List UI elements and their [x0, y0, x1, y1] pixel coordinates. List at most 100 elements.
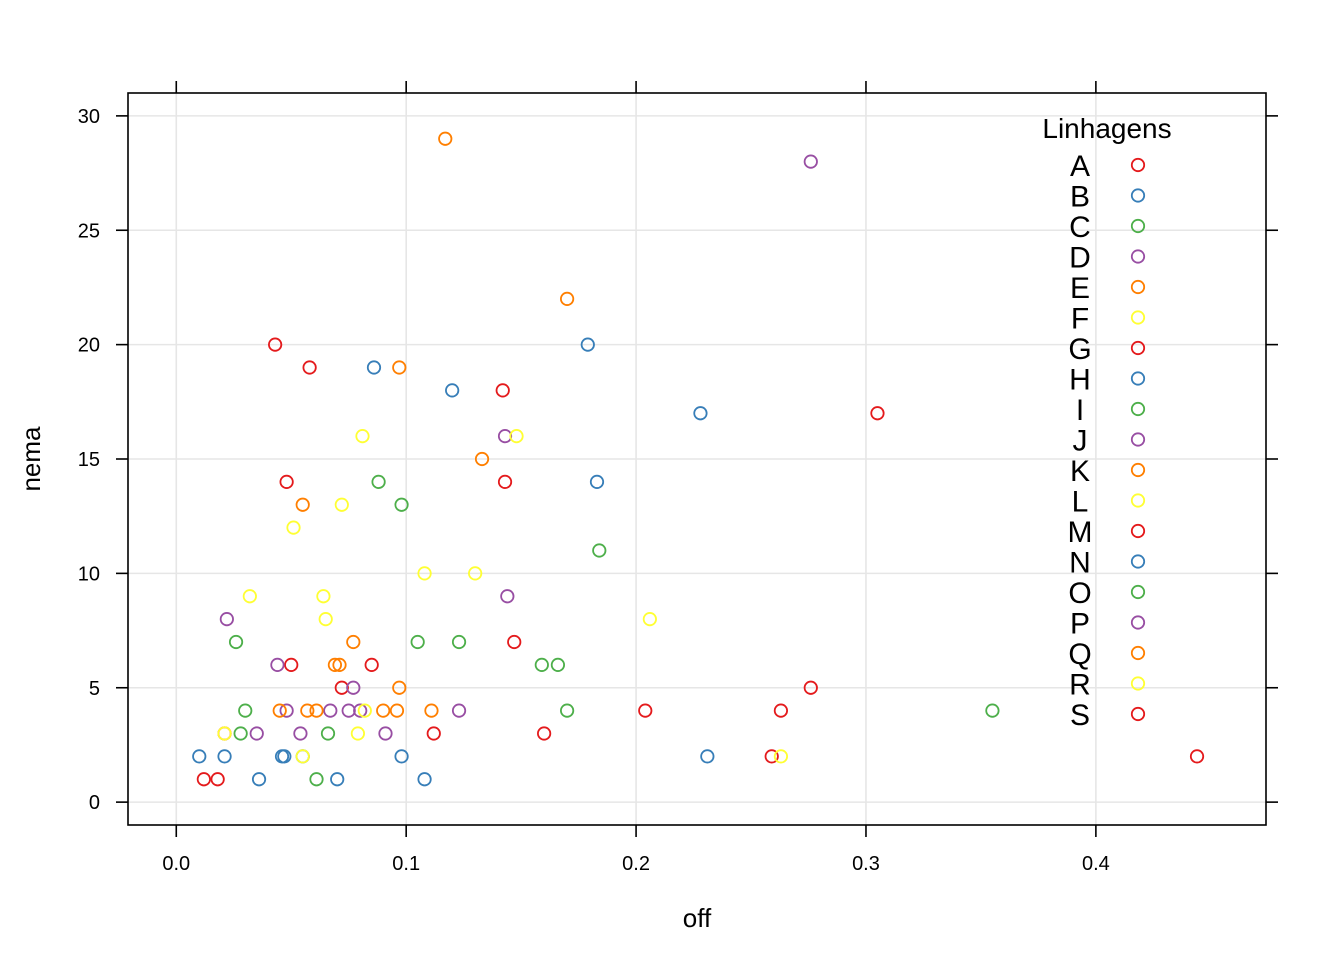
- data-point: [302, 360, 317, 375]
- data-point: [417, 772, 432, 787]
- data-point: [316, 589, 331, 604]
- legend-marker: [1130, 493, 1146, 508]
- data-point: [474, 451, 490, 467]
- data-point: [332, 657, 347, 672]
- legend-entry-label: G: [1068, 333, 1091, 366]
- data-point: [217, 726, 232, 741]
- x-tick-label: 0.1: [392, 853, 420, 875]
- data-point: [1189, 749, 1205, 764]
- data-point: [773, 703, 789, 718]
- legend-marker: [1130, 584, 1146, 600]
- legend-marker: [1130, 676, 1146, 691]
- grid-lines: [128, 93, 1266, 825]
- y-tick-label: 20: [78, 335, 100, 357]
- data-point: [417, 566, 432, 581]
- legend-entry-label: E: [1070, 272, 1090, 305]
- axis-tick-labels: 0.0 0.1 0.2 0.3 0.4 0 5 10 15 20 25 30: [78, 106, 1110, 875]
- data-point: [638, 703, 653, 718]
- data-point: [468, 566, 483, 581]
- y-tick-label: 0: [89, 792, 100, 814]
- data-point: [589, 474, 605, 489]
- data-point: [279, 703, 294, 718]
- data-point: [366, 360, 382, 375]
- legend-marker: [1130, 340, 1146, 356]
- legend-entry-label: O: [1068, 577, 1091, 610]
- legend-marker: [1130, 615, 1146, 630]
- y-tick-label: 30: [78, 106, 100, 128]
- data-point: [341, 703, 356, 718]
- data-point: [507, 634, 522, 650]
- legend-marker: [1130, 462, 1146, 478]
- data-point: [537, 726, 552, 741]
- data-point: [219, 612, 234, 627]
- data-point: [394, 749, 409, 764]
- data-point: [392, 360, 407, 375]
- data-point: [196, 772, 211, 787]
- legend-entry-label: P: [1070, 608, 1090, 641]
- legend-marker: [1130, 279, 1146, 295]
- data-point: [323, 703, 338, 718]
- data-point: [803, 680, 818, 695]
- data-point: [534, 657, 549, 672]
- legend-entry-label: S: [1070, 699, 1090, 732]
- data-point: [233, 726, 248, 741]
- data-point: [251, 772, 267, 787]
- data-point: [217, 749, 232, 764]
- legend-marker: [1130, 401, 1146, 417]
- x-tick-label: 0.2: [622, 853, 650, 875]
- legend-entry-label: K: [1070, 455, 1090, 488]
- data-point: [451, 703, 467, 718]
- legend-marker: [1130, 371, 1146, 386]
- data-point: [295, 749, 310, 764]
- data-point: [550, 657, 566, 672]
- data-point: [497, 474, 513, 489]
- data-point: [870, 406, 885, 421]
- data-point: [295, 497, 310, 512]
- data-point: [424, 703, 439, 718]
- legend-entry-label: A: [1070, 150, 1090, 183]
- legend-entry-label: B: [1070, 181, 1090, 214]
- legend-entry-label: L: [1072, 486, 1089, 519]
- data-point: [500, 589, 515, 604]
- data-point: [284, 657, 299, 672]
- data-point: [279, 474, 294, 489]
- data-point: [389, 703, 405, 718]
- data-point: [277, 749, 292, 764]
- data-point: [320, 726, 336, 741]
- data-point: [309, 703, 324, 718]
- legend-marker: [1130, 645, 1146, 661]
- data-point: [426, 726, 441, 741]
- legend-entry-label: Q: [1068, 638, 1091, 671]
- x-tick-label: 0.0: [162, 853, 190, 875]
- data-point: [318, 612, 333, 627]
- legend-marker: [1130, 706, 1146, 722]
- data-point: [270, 657, 285, 672]
- data-point: [268, 337, 283, 352]
- data-point: [242, 589, 257, 604]
- data-point: [451, 634, 467, 650]
- legend-marker: [1130, 249, 1146, 264]
- data-point: [249, 726, 264, 741]
- legend-entry-label: H: [1069, 364, 1091, 397]
- data-point: [272, 703, 287, 718]
- y-axis-label: nema: [16, 426, 46, 492]
- legend-marker: [1130, 554, 1146, 569]
- x-axis-label: off: [683, 903, 712, 933]
- legend-marker: [1130, 432, 1146, 447]
- data-point: [592, 543, 607, 558]
- data-point: [346, 634, 361, 650]
- data-point: [773, 749, 789, 764]
- data-point: [327, 657, 343, 672]
- data-point: [438, 131, 453, 146]
- data-point: [357, 703, 372, 718]
- data-point: [410, 634, 425, 650]
- legend-entry-label: I: [1076, 394, 1084, 427]
- data-point: [509, 429, 524, 444]
- y-tick-label: 25: [78, 220, 100, 242]
- data-point: [346, 680, 361, 695]
- data-point: [334, 497, 349, 512]
- data-point: [334, 680, 349, 695]
